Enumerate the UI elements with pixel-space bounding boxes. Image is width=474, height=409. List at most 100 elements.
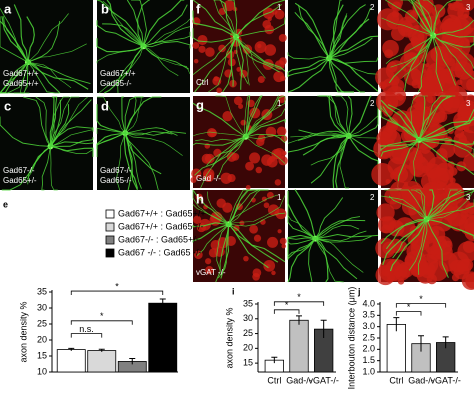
red-blob <box>249 107 261 119</box>
red-blob <box>385 60 407 81</box>
dendrite <box>143 41 191 49</box>
dendrite <box>0 62 29 94</box>
micrograph <box>192 189 287 283</box>
micrograph <box>287 189 379 283</box>
dendrite <box>27 61 61 94</box>
dendrite <box>287 238 316 283</box>
dendrite <box>315 216 361 239</box>
micrograph <box>96 0 191 94</box>
dendrite <box>50 141 94 147</box>
dendrite <box>245 95 284 138</box>
dendrite <box>315 230 367 242</box>
legend-swatch <box>105 222 115 232</box>
subpanel-number: 3 <box>466 99 471 108</box>
dendrite <box>227 0 238 37</box>
dendrite <box>50 145 94 157</box>
red-blob <box>432 235 453 256</box>
significance-label: * <box>115 281 119 291</box>
genotype-label: Gad67-/- <box>100 166 132 175</box>
genotype-label: Gad67-/- <box>3 166 35 175</box>
significance-bracket <box>273 309 300 314</box>
dendrite <box>228 189 269 225</box>
dendrite <box>143 46 179 77</box>
bar <box>87 350 117 373</box>
red-blob <box>389 75 400 86</box>
significance-label: * <box>419 294 423 304</box>
y-tick-label: 3.5 <box>362 310 375 320</box>
y-tick-label: 25 <box>37 318 47 328</box>
legend-label: Gad67 -/- : Gad65 -/- <box>118 247 202 257</box>
dendrite <box>143 45 190 70</box>
y-axis-label: axon density % <box>224 307 234 368</box>
error-bar <box>98 348 105 352</box>
dendrite <box>50 99 62 147</box>
dendrite <box>410 95 428 141</box>
dendrite <box>219 0 237 38</box>
dendrite <box>328 57 379 64</box>
bar <box>386 323 406 373</box>
dendrite <box>1 15 29 63</box>
error-bar <box>271 356 278 364</box>
dendrite <box>419 139 474 158</box>
error-bar <box>418 335 424 352</box>
dendrite <box>328 4 366 59</box>
red-blob <box>397 278 405 285</box>
dendrite <box>287 198 316 239</box>
red-blob <box>425 63 430 68</box>
dendrite <box>387 104 420 141</box>
significance-label: n.s. <box>79 324 94 334</box>
dendrite <box>294 189 316 239</box>
dendrite <box>423 0 437 36</box>
dendrite <box>328 57 365 93</box>
dendrite <box>123 133 139 189</box>
image-background <box>288 96 378 188</box>
dendrite <box>143 46 191 75</box>
significance-label: * <box>297 292 301 302</box>
dendrite <box>315 235 372 243</box>
micrograph <box>375 180 474 290</box>
dendrite <box>213 0 237 38</box>
red-blob <box>431 116 439 123</box>
dendrite <box>212 136 246 167</box>
red-blob <box>419 262 436 279</box>
red-blob <box>218 44 226 53</box>
dendrite <box>426 190 474 220</box>
dendrite <box>228 212 286 227</box>
red-blob <box>387 0 403 10</box>
dendrite <box>228 223 279 263</box>
panel-label: j <box>357 286 361 296</box>
micrograph <box>371 85 474 192</box>
dendrite <box>418 139 474 176</box>
dendrite <box>124 132 142 189</box>
dendrite <box>235 36 250 86</box>
red-blob <box>192 42 200 49</box>
red-blob <box>239 220 245 226</box>
red-blob <box>389 197 402 210</box>
dendrite <box>384 189 428 220</box>
red-blob <box>238 103 244 109</box>
y-tick-label: 4.0 <box>362 298 375 308</box>
dendrite <box>124 132 138 191</box>
dendrite <box>96 20 144 47</box>
dendrite <box>0 116 51 147</box>
dendrite <box>302 135 349 156</box>
dendrite <box>35 96 51 147</box>
dendrite <box>294 2 330 59</box>
dendrite <box>310 135 350 166</box>
error-bar <box>296 315 302 325</box>
legend-label: Gad67+/+ : Gad65 -/- <box>118 221 204 231</box>
dendrite <box>116 132 126 191</box>
genotype-label: Gad -/- <box>196 174 221 183</box>
x-tick-label: vGAT-/- <box>308 375 338 385</box>
dendrite <box>315 238 364 273</box>
dendrite <box>27 146 51 185</box>
red-blob <box>262 20 272 29</box>
dendrite <box>245 95 286 137</box>
panel-label: i <box>232 286 235 296</box>
dendrite <box>297 130 349 141</box>
red-blob <box>268 155 276 163</box>
dendrite <box>26 16 35 63</box>
red-blob <box>212 76 222 86</box>
red-blob <box>457 241 474 263</box>
legend-label: Gad67-/- : Gad65+/- <box>118 234 199 244</box>
